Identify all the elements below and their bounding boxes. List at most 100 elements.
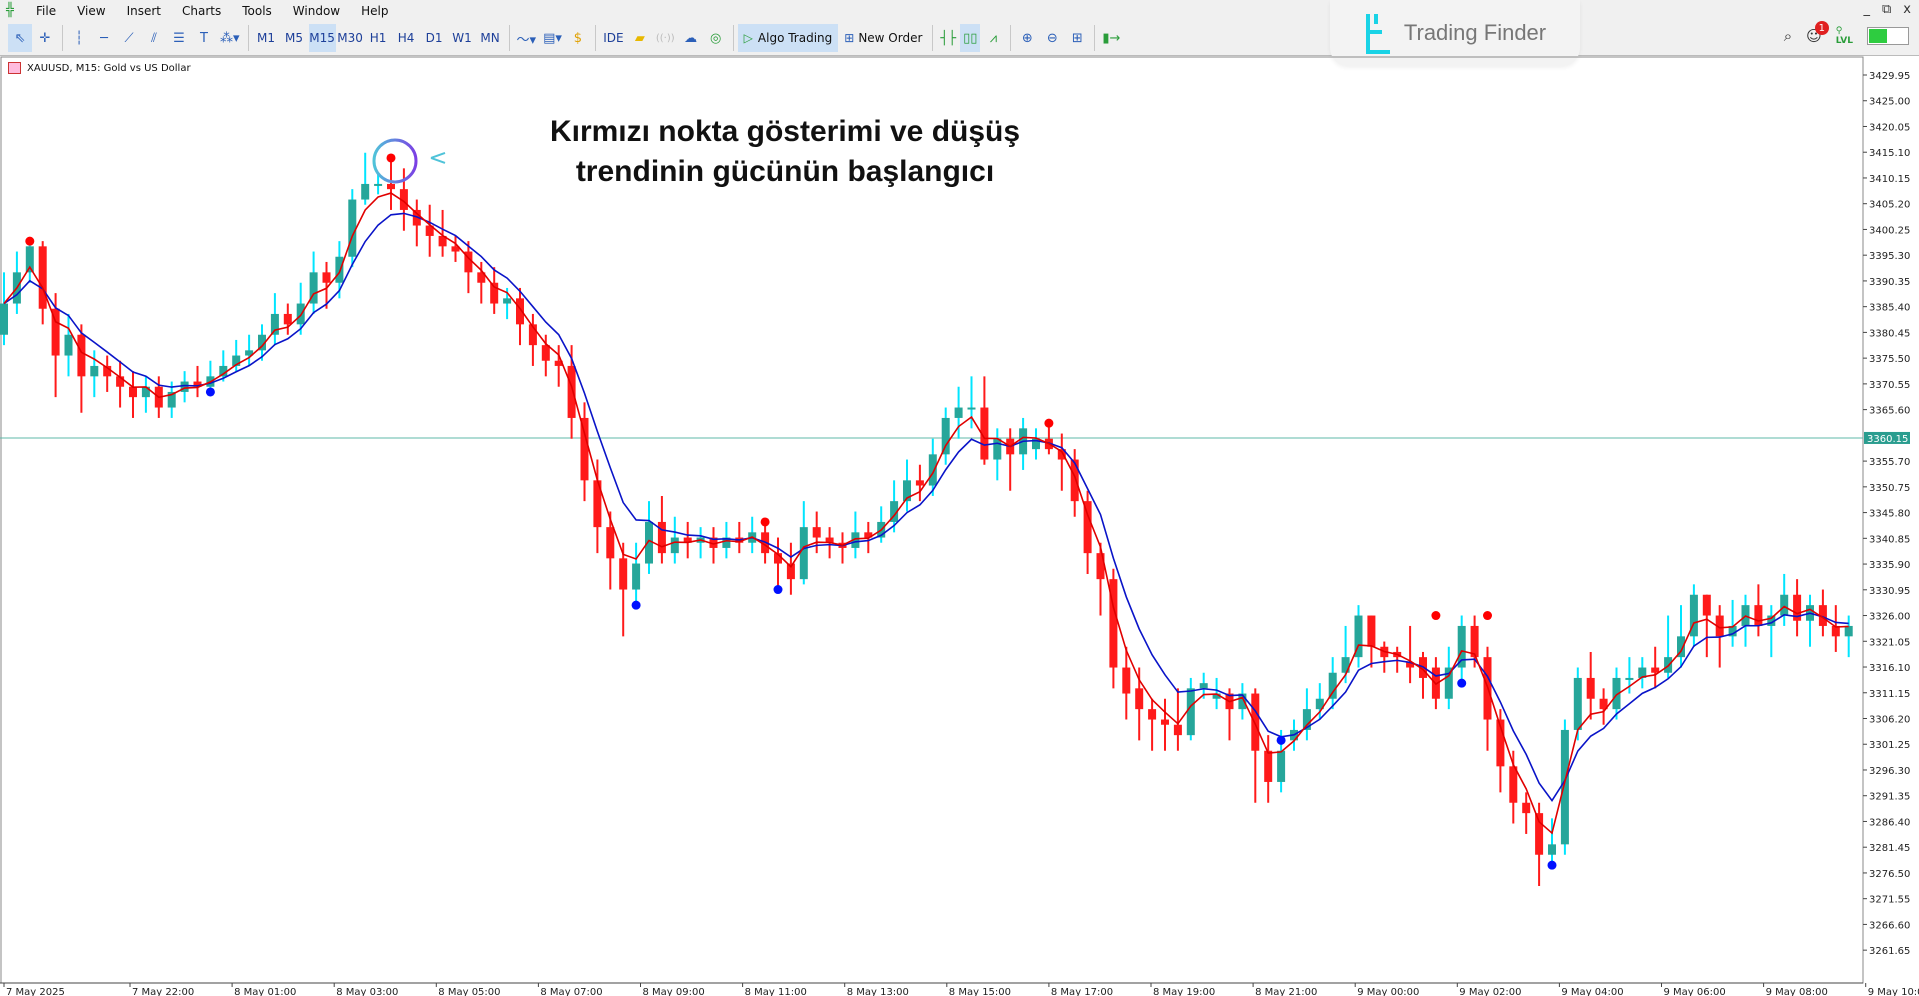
close-button[interactable]: x (1903, 2, 1911, 17)
notifications-button[interactable]: ☺ 1 (1806, 21, 1829, 45)
text-icon[interactable]: T (200, 30, 208, 46)
menu-charts[interactable]: Charts (182, 3, 222, 18)
slow-indicator-line (3, 212, 1849, 802)
divider (732, 25, 734, 51)
candle-body (1831, 625, 1840, 637)
timeframe-d1[interactable]: D1 (425, 31, 443, 45)
divider (247, 25, 249, 51)
indicators-icon[interactable]: 〜▾ (516, 32, 537, 48)
new-order-button[interactable]: ⊞ New Order (839, 24, 927, 52)
price-chart[interactable]: 3429.95 3425.00 3420.05 3415.10 3410.15 3405.… (0, 56, 1919, 996)
candle-body (1793, 594, 1802, 621)
candle-body (270, 313, 279, 335)
connection-status-toggle[interactable] (1867, 27, 1909, 45)
chart-title: XAUUSD, M15: Gold vs US Dollar (8, 62, 191, 74)
menu-tools[interactable]: Tools (242, 3, 272, 18)
time-tick-label: 8 May 13:00 (847, 987, 909, 996)
divider (594, 25, 596, 51)
ide-button[interactable]: IDE (603, 31, 624, 45)
timeframe-m15[interactable]: M15 (308, 24, 336, 52)
timeframe-m1[interactable]: M1 (257, 31, 276, 45)
current-price-label: 3360.15 (1867, 434, 1908, 445)
templates-icon[interactable]: ▤▾ (543, 30, 562, 46)
candle-body (322, 272, 331, 283)
shapes-icon[interactable]: ⁂▾ (220, 30, 240, 46)
menu-window[interactable]: Window (292, 3, 341, 18)
algo-trading-button[interactable]: ▷ Algo Trading (737, 24, 839, 52)
timeframe-h4[interactable]: H4 (397, 31, 415, 45)
buy-signal-dot (205, 387, 215, 397)
price-tick-label: 3380.45 (1869, 328, 1910, 339)
candle-body (1754, 605, 1763, 626)
candle-body (116, 376, 125, 387)
candle-body (1599, 698, 1608, 710)
candle-body (1625, 677, 1634, 680)
zoom-in-icon[interactable]: ⊕ (1021, 30, 1033, 46)
candle-body (167, 391, 176, 408)
line-chart-icon[interactable]: ⩘ (989, 30, 998, 46)
vps-icon[interactable]: ◎ (710, 30, 722, 46)
candle-body (954, 407, 963, 418)
search-icon[interactable]: ⌕ (1783, 27, 1793, 45)
shopping-bag-icon[interactable]: ▰ (634, 30, 645, 46)
menu-bar: ╬ File View Insert Charts Tools Window H… (0, 0, 1919, 21)
horizontal-line-icon[interactable]: ─ (100, 30, 108, 46)
candle-body (1302, 709, 1311, 730)
menu-view[interactable]: View (77, 3, 106, 18)
timeframe-m30[interactable]: M30 (337, 31, 363, 45)
time-tick-label: 8 May 05:00 (438, 987, 500, 996)
candle-body (903, 480, 911, 502)
cloud-icon[interactable]: ☁ (684, 30, 698, 46)
candle-body (309, 272, 318, 304)
price-tick-label: 3291.35 (1869, 792, 1910, 803)
candle-body (1444, 667, 1453, 699)
time-tick-label: 8 May 17:00 (1051, 987, 1113, 996)
price-tick-label: 3281.45 (1869, 843, 1910, 854)
menu-help[interactable]: Help (361, 3, 389, 18)
lvl-indicator[interactable]: ⚲ LVL (1835, 26, 1853, 46)
time-tick-label: 8 May 03:00 (336, 987, 398, 996)
cursor-icon[interactable]: ⇖ (8, 24, 32, 52)
zoom-out-icon[interactable]: ⊖ (1046, 30, 1058, 46)
candle-body (77, 334, 86, 377)
timeframe-w1[interactable]: W1 (452, 31, 472, 45)
candle-body (1057, 449, 1066, 460)
candlestick-icon[interactable]: ▯▯ (960, 24, 981, 52)
chart-symbol-label: XAUUSD, M15: Gold vs US Dollar (27, 62, 191, 74)
candle-body (1173, 724, 1182, 736)
candle-body (245, 350, 254, 356)
menu-insert[interactable]: Insert (126, 3, 161, 18)
time-tick-label: 9 May 04:00 (1561, 987, 1623, 996)
price-tick-label: 3425.00 (1869, 97, 1910, 108)
candle-body (1109, 579, 1118, 668)
timeframe-mn[interactable]: MN (480, 31, 500, 45)
bar-chart-icon[interactable]: ┤├ (940, 30, 957, 46)
market-icon[interactable]: $ (573, 30, 583, 46)
timeframe-m5[interactable]: M5 (285, 31, 304, 45)
candle-body (1612, 677, 1621, 710)
crosshair-icon[interactable]: ✛ (39, 30, 51, 46)
candle-body (1341, 657, 1350, 673)
signal-icon[interactable]: ((·)) (655, 32, 675, 44)
minimize-button[interactable]: _ (1863, 2, 1871, 17)
candle-body (619, 558, 628, 590)
trendline-icon[interactable]: ⟋ (124, 30, 134, 46)
fibonacci-icon[interactable]: ☰ (173, 30, 185, 46)
channel-icon[interactable]: ⫽ (151, 30, 157, 46)
candle-body (490, 282, 499, 304)
tile-windows-icon[interactable]: ⊞ (1071, 30, 1083, 46)
restore-button[interactable]: ⧉ (1882, 2, 1892, 17)
candle-body (503, 298, 512, 304)
candle-body (374, 183, 383, 186)
price-tick-label: 3321.05 (1869, 637, 1910, 648)
price-tick-label: 3271.55 (1869, 895, 1910, 906)
candle-body (1457, 625, 1466, 668)
price-tick-label: 3306.20 (1869, 715, 1910, 726)
candle-body (632, 563, 641, 590)
autoscroll-icon[interactable]: ▮→ (1102, 30, 1121, 46)
menu-file[interactable]: File (36, 3, 57, 18)
timeframe-h1[interactable]: H1 (369, 31, 387, 45)
price-tick-label: 3370.55 (1869, 380, 1910, 391)
vertical-line-icon[interactable]: ┆ (75, 30, 83, 46)
candle-body (786, 563, 795, 580)
